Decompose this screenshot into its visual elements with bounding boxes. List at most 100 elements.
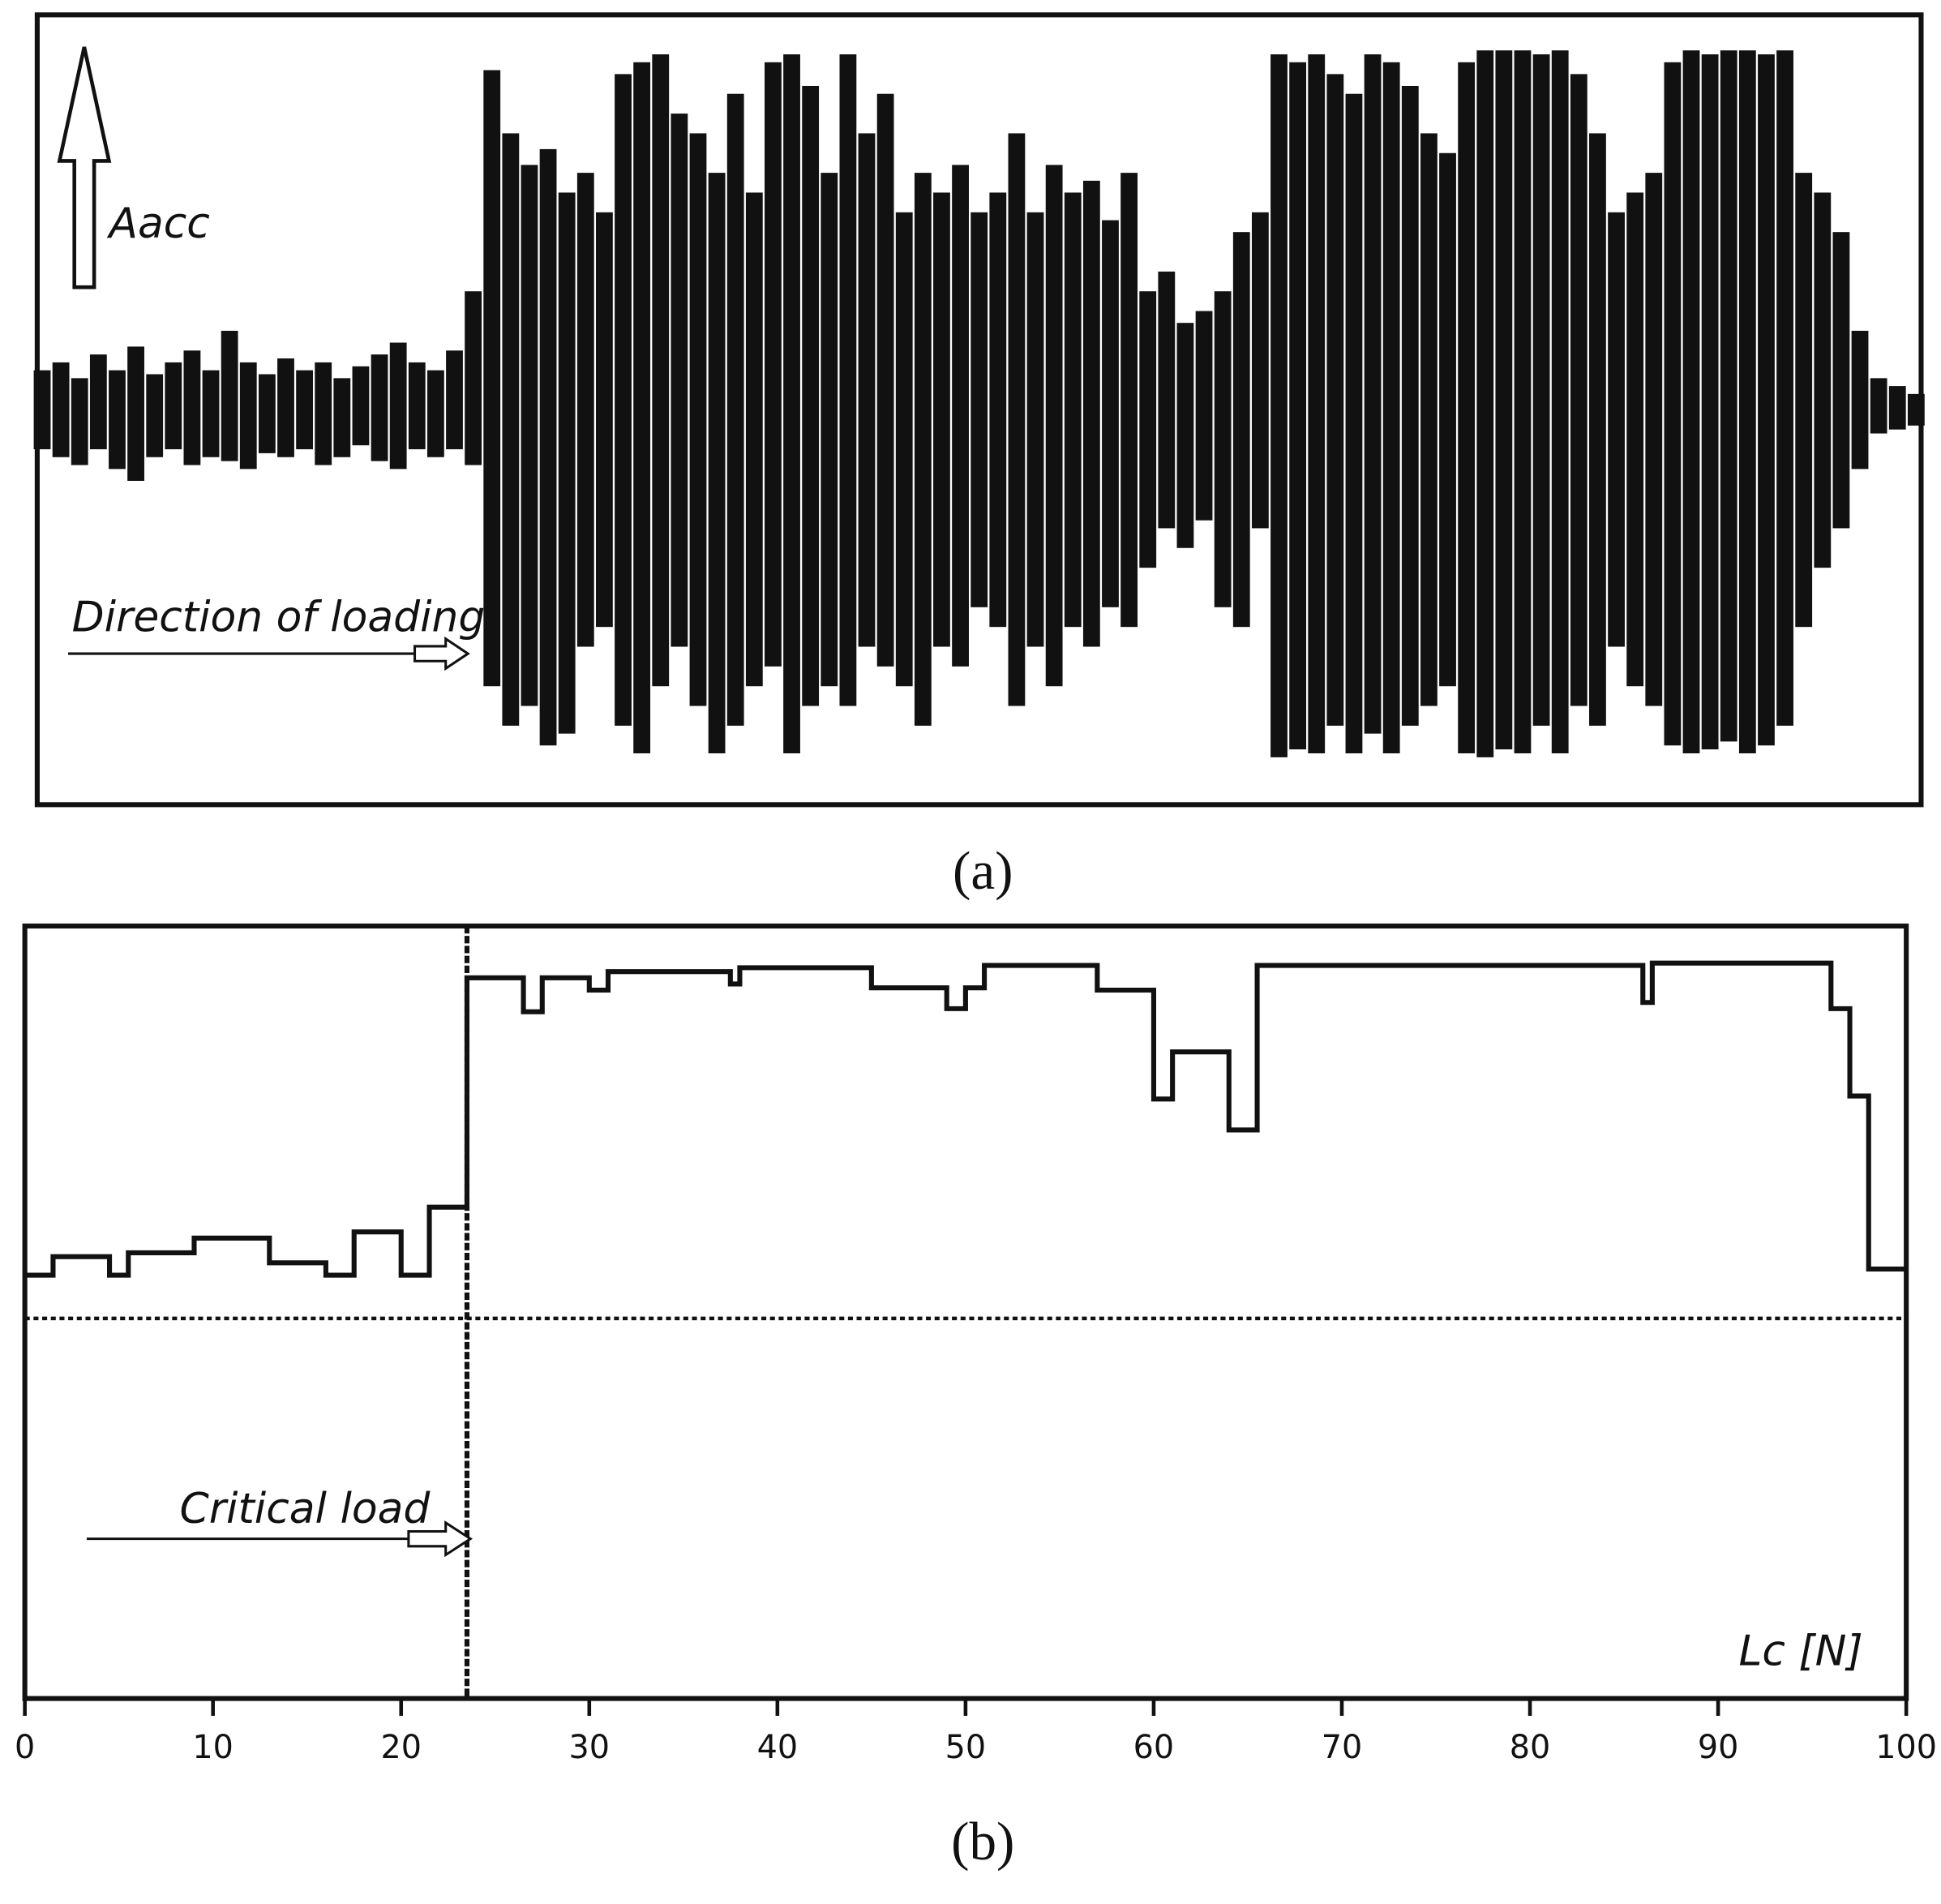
signal-burst <box>970 212 988 607</box>
signal-burst <box>127 346 144 481</box>
signal-burst <box>1495 50 1513 750</box>
signal-burst <box>1720 50 1737 742</box>
x-axis-label: Lc [N] <box>1738 1627 1862 1675</box>
signal-burst <box>726 93 744 726</box>
signal-burst <box>1476 50 1494 757</box>
x-tick-label: 50 <box>945 1729 987 1766</box>
signal-burst <box>1870 378 1887 434</box>
signal-burst <box>89 354 107 450</box>
signal-burst <box>1589 133 1606 726</box>
signal-burst <box>1308 54 1326 754</box>
signal-burst <box>1907 393 1925 426</box>
signal-burst <box>1158 271 1176 529</box>
signal-burst <box>1382 62 1400 754</box>
signal-burst <box>502 133 520 726</box>
signal-burst <box>1758 54 1775 746</box>
signal-burst <box>33 370 51 450</box>
signal-burst <box>1102 220 1119 607</box>
signal-burst <box>1514 50 1532 754</box>
signal-burst <box>1738 50 1756 754</box>
signal-burst <box>1232 232 1250 628</box>
panel-b-frame <box>22 923 1909 1701</box>
critical-label: Critical load <box>179 1485 431 1533</box>
signal-burst <box>1251 212 1269 529</box>
signal-burst <box>1551 50 1569 754</box>
x-tick-label: 0 <box>15 1729 35 1766</box>
signal-burst <box>1570 74 1588 706</box>
signal-burst <box>1701 54 1719 750</box>
signal-burst <box>521 165 538 706</box>
signal-burst <box>1608 212 1625 647</box>
direction-label: Direction of loading <box>72 594 486 642</box>
signal-burst <box>1064 192 1082 628</box>
x-tick-label: 10 <box>192 1729 234 1766</box>
direction-arrow <box>413 636 470 671</box>
signal-burst <box>1401 85 1419 726</box>
signal-burst <box>1195 311 1213 521</box>
signal-burst <box>389 342 407 470</box>
signal-burst <box>109 370 126 470</box>
signal-burst <box>1045 165 1063 687</box>
x-tick-label: 90 <box>1698 1729 1739 1766</box>
x-tick-label: 80 <box>1510 1729 1551 1766</box>
signal-burst <box>895 212 913 687</box>
caption-b: (b) <box>951 1811 1014 1872</box>
signal-burst <box>671 114 688 647</box>
signal-burst <box>783 54 800 754</box>
signal-burst <box>989 192 1007 628</box>
signal-burst <box>652 54 670 687</box>
signal-burst <box>1214 291 1232 607</box>
signal-burst <box>1139 291 1157 568</box>
signal-burst <box>258 374 276 453</box>
signal-burst <box>1176 323 1194 548</box>
signal-burst <box>1888 386 1906 430</box>
signal-burst <box>1795 173 1813 628</box>
signal-burst <box>821 173 838 687</box>
x-tick-label: 40 <box>757 1729 799 1766</box>
signal-burst <box>952 165 969 667</box>
x-tick-label: 20 <box>380 1729 422 1766</box>
signal-burst <box>315 362 332 465</box>
signal-burst <box>483 70 501 687</box>
step-layer: 0 10 20 30 40 50 60 70 80 90 100 <box>15 925 1937 1766</box>
signal-burst <box>689 133 707 706</box>
signal-burst <box>333 378 351 457</box>
signal-burst <box>765 62 782 667</box>
signal-burst <box>576 173 594 647</box>
signal-burst <box>352 366 370 446</box>
x-tick-label: 60 <box>1133 1729 1175 1766</box>
signal-burst <box>1776 50 1793 726</box>
signal-burst <box>408 362 426 450</box>
signal-burst <box>1420 133 1438 706</box>
signal-burst <box>596 212 613 628</box>
signal-burst <box>1120 173 1138 628</box>
signal-burst <box>1814 192 1832 568</box>
signal-burst <box>165 362 182 450</box>
signal-burst <box>202 370 220 457</box>
signal-burst <box>446 350 463 450</box>
signal-burst <box>465 291 482 465</box>
signal-burst <box>221 330 238 461</box>
x-tick-label: 100 <box>1875 1729 1937 1766</box>
signal-burst <box>426 370 444 457</box>
signal-burst <box>1326 74 1344 726</box>
signal-burst <box>1026 212 1044 647</box>
signal-burst <box>52 362 70 457</box>
signal-burst <box>1626 192 1644 687</box>
signal-burst <box>1664 62 1682 746</box>
signal-burst <box>876 93 894 667</box>
signal-burst <box>1439 152 1456 687</box>
signal-burst <box>1832 232 1850 529</box>
signal-burst <box>539 148 557 746</box>
signal-burst <box>933 192 950 647</box>
signal-burst <box>183 350 201 465</box>
signal-burst <box>1270 54 1288 757</box>
signal-burst <box>1532 54 1550 726</box>
caption-a: (a) <box>953 840 1013 901</box>
signal-burst <box>745 192 763 687</box>
signal-burst <box>914 173 932 726</box>
signal-burst <box>1289 62 1307 750</box>
signal-burst <box>1082 180 1100 647</box>
